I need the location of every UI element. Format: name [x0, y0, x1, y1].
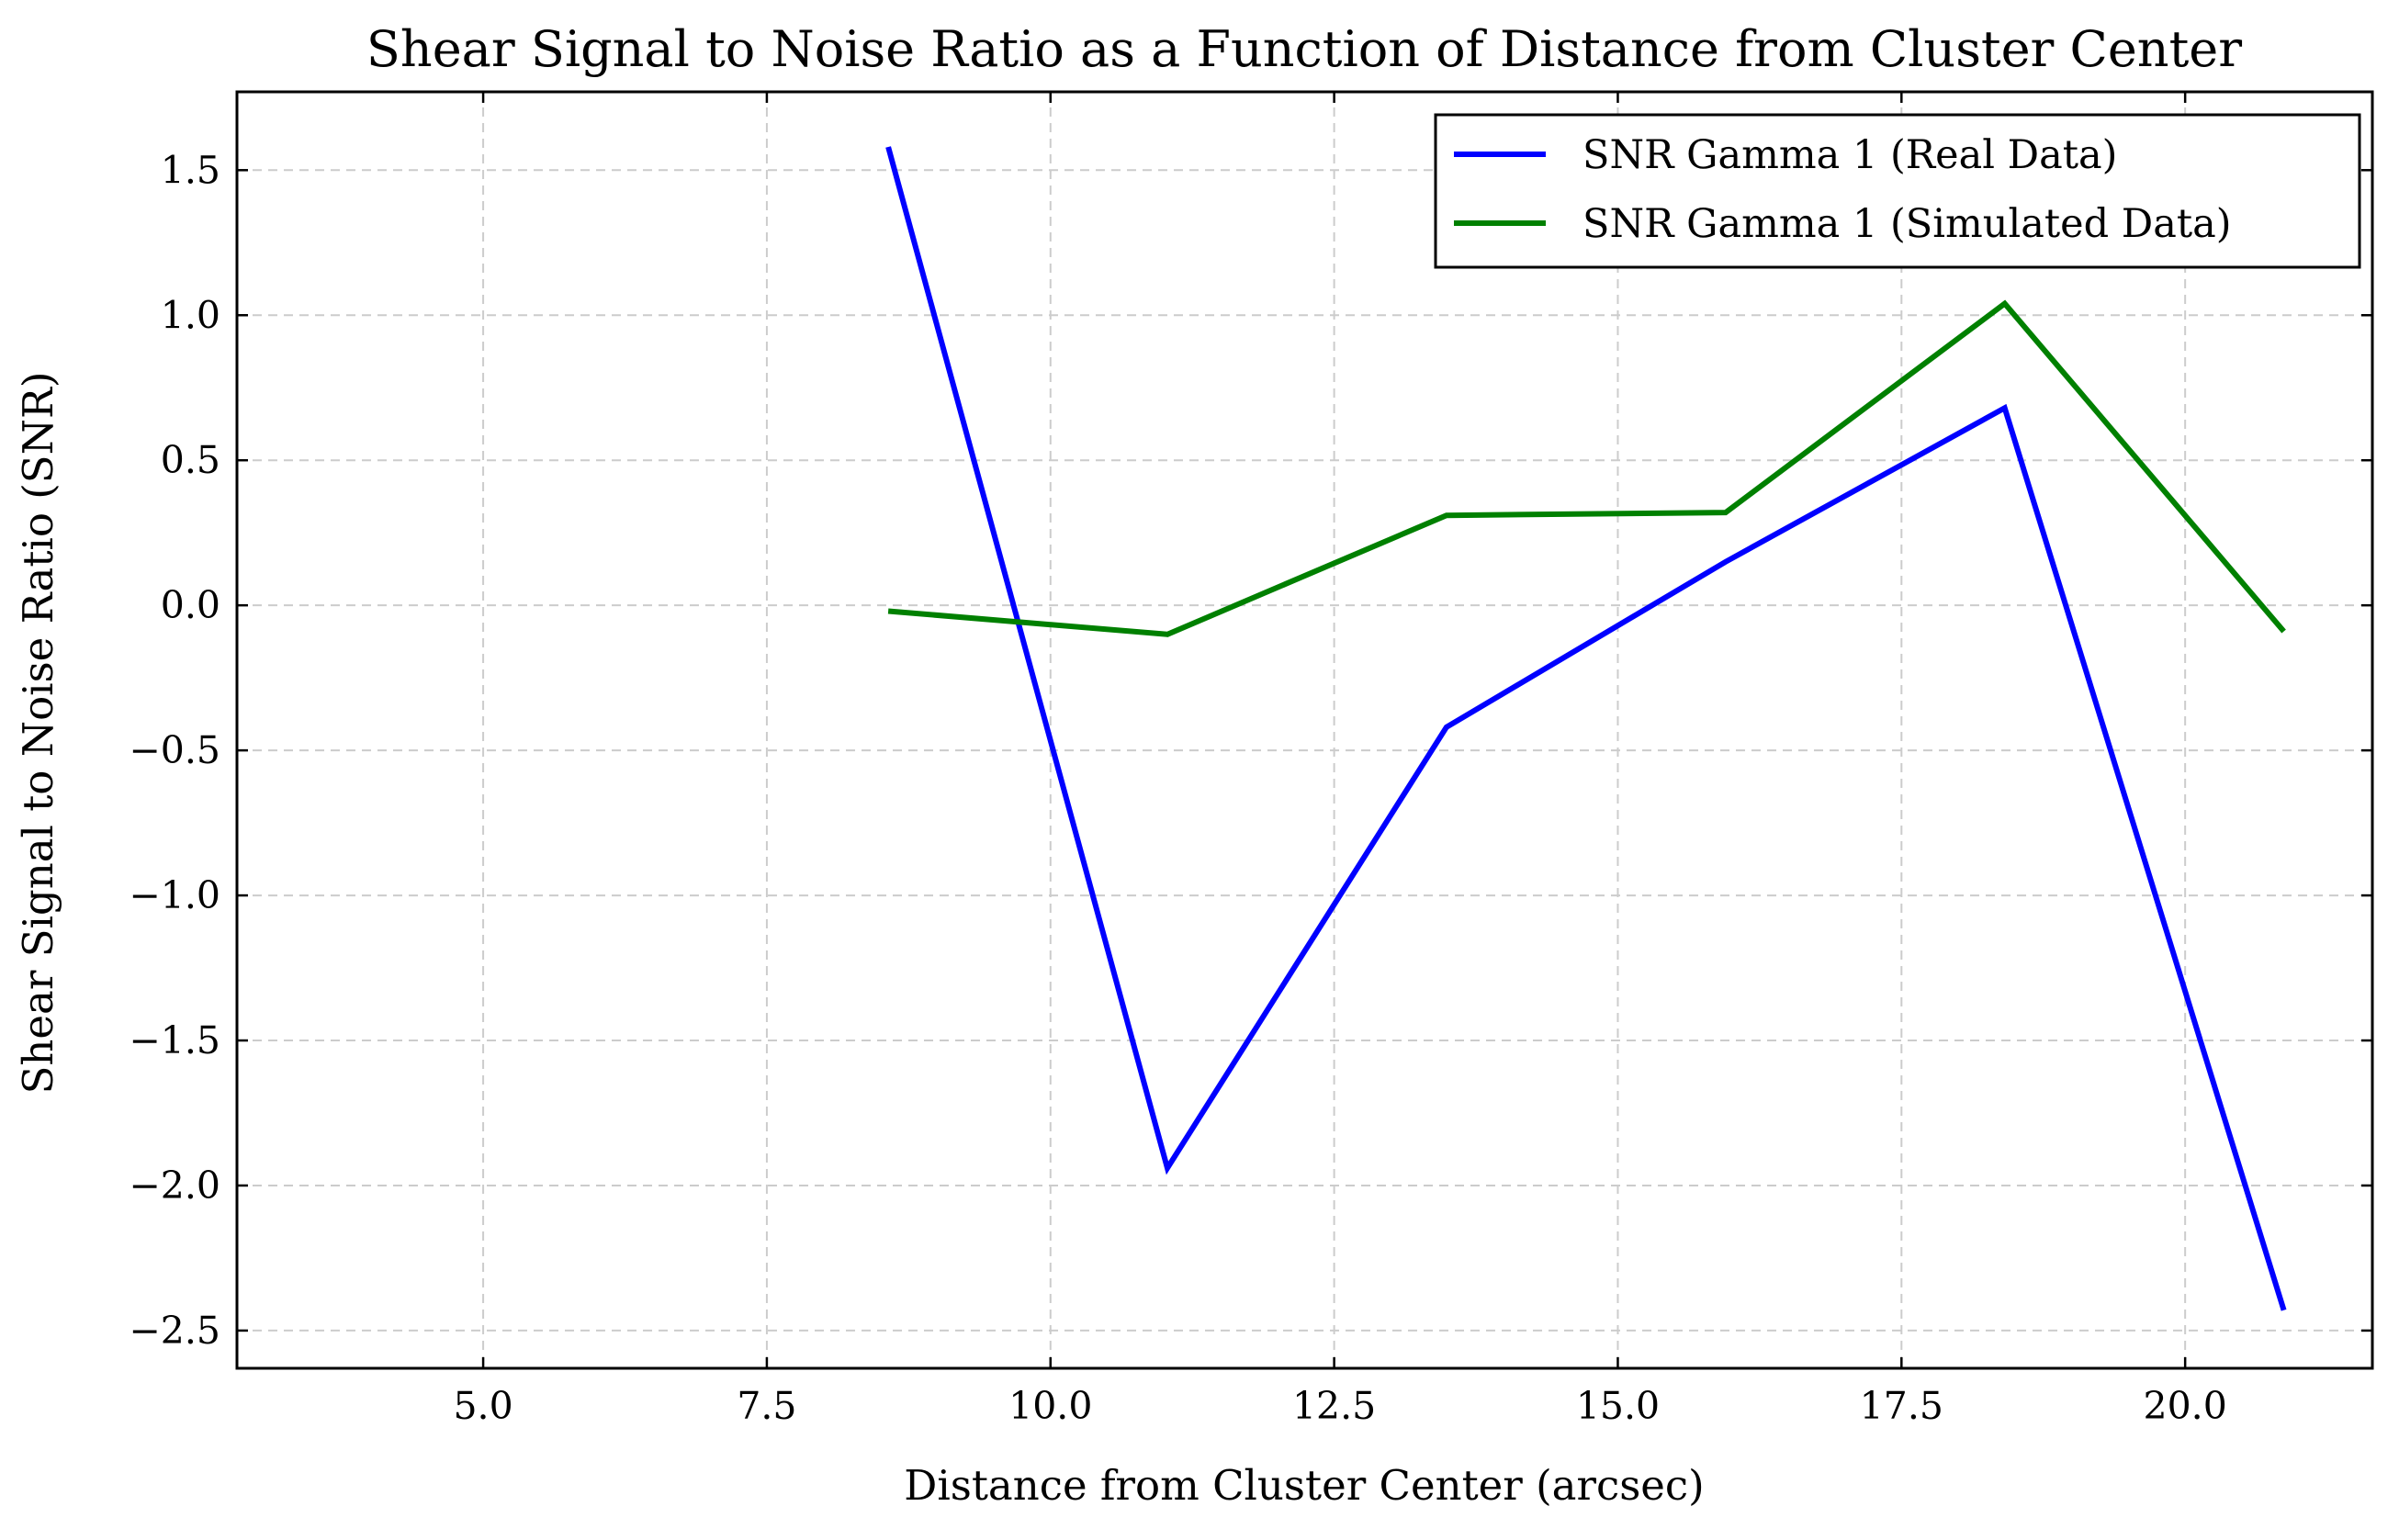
y-tick-label: 0.5	[161, 438, 220, 482]
y-tick-label: 1.5	[161, 148, 220, 192]
x-axis-label: Distance from Cluster Center (arcsec)	[904, 1461, 1704, 1510]
legend-label: SNR Gamma 1 (Simulated Data)	[1582, 201, 2232, 247]
series-line-real-data	[885, 146, 2287, 1311]
y-tick-label: 0.0	[161, 583, 220, 627]
x-tick-label: 12.5	[1292, 1384, 1376, 1428]
series-layer	[885, 146, 2287, 1311]
x-tick-label: 7.5	[737, 1384, 796, 1428]
legend-label: SNR Gamma 1 (Real Data)	[1582, 132, 2117, 178]
y-tick-label: −0.5	[129, 728, 220, 772]
x-tick-label: 17.5	[1860, 1384, 1943, 1428]
y-tick-label: −2.0	[129, 1163, 220, 1208]
y-tick-label: −2.5	[129, 1309, 220, 1353]
x-tick-label: 10.0	[1008, 1384, 1092, 1428]
chart-title: Shear Signal to Noise Ratio as a Functio…	[366, 20, 2242, 78]
legend-box	[1434, 113, 2361, 269]
y-tick-label: −1.5	[129, 1018, 220, 1062]
plot-frame	[235, 90, 2374, 1370]
y-tick-label: 1.0	[161, 293, 220, 337]
x-tick-label: 15.0	[1576, 1384, 1660, 1428]
grid	[237, 92, 2372, 1368]
y-tick-label: −1.0	[129, 873, 220, 917]
x-tick-label: 20.0	[2144, 1384, 2227, 1428]
x-tick-label: 5.0	[453, 1384, 512, 1428]
series-line-simulated-data	[887, 299, 2286, 637]
legend: SNR Gamma 1 (Real Data) SNR Gamma 1 (Simu…	[1434, 113, 2361, 269]
y-axis-label: Shear Signal to Noise Ratio (SNR)	[14, 372, 62, 1095]
axes: 5.0 7.5 10.0 12.5 15.0 17.5 20.0 1.5 1.0 0.5 0.0 −0…	[129, 90, 2374, 1428]
